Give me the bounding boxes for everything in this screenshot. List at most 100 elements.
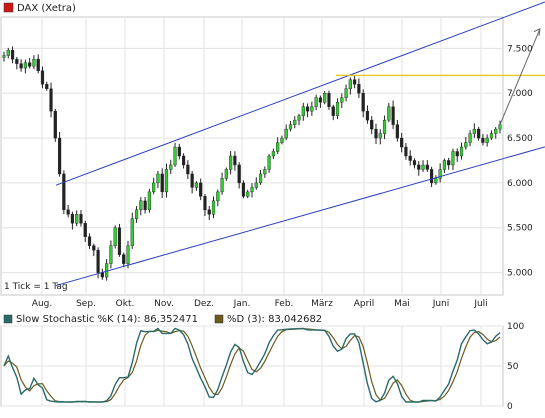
candle xyxy=(429,166,434,188)
candle xyxy=(220,172,224,195)
y-tick-label: 6.500 xyxy=(507,134,533,144)
candle xyxy=(344,84,348,102)
candle xyxy=(126,240,130,269)
candle xyxy=(32,55,36,70)
trend-channel-upper xyxy=(55,1,545,186)
candle xyxy=(23,59,27,74)
stoch-y-tick-label: 100 xyxy=(507,322,524,332)
candle xyxy=(271,148,275,160)
candle xyxy=(365,105,370,124)
candle xyxy=(246,189,250,199)
candle xyxy=(293,116,297,129)
candle xyxy=(335,98,340,120)
x-tick-label: Okt. xyxy=(116,299,135,309)
candle xyxy=(113,225,117,249)
legend-label-k: Slow Stochastic %K (14): 86,352471 xyxy=(16,314,198,325)
candle xyxy=(211,196,216,219)
candle xyxy=(190,170,194,194)
candle xyxy=(237,162,241,189)
y-tick-label: 5.500 xyxy=(507,224,533,234)
candle xyxy=(408,150,412,166)
x-tick-label: April xyxy=(354,299,375,309)
candle xyxy=(301,102,305,121)
candle xyxy=(83,220,87,242)
x-tick-label: Dez. xyxy=(194,299,214,309)
candle xyxy=(374,123,378,144)
candle xyxy=(57,131,62,177)
candle xyxy=(164,163,169,198)
candle xyxy=(447,157,451,170)
candle xyxy=(421,160,425,172)
candle xyxy=(258,169,263,185)
candle xyxy=(53,108,57,142)
legend-label-dax: DAX (Xetra) xyxy=(17,3,76,14)
candle xyxy=(378,129,382,145)
stochastic-grid xyxy=(1,325,503,407)
candle xyxy=(451,148,455,171)
candle xyxy=(310,101,314,116)
candle xyxy=(323,91,327,105)
candle xyxy=(28,57,32,69)
candle xyxy=(318,95,323,108)
candle xyxy=(489,130,494,140)
candle xyxy=(370,116,374,135)
candle xyxy=(288,121,293,132)
candle xyxy=(468,130,472,147)
candle xyxy=(387,102,391,123)
candle xyxy=(177,143,181,160)
candle xyxy=(130,212,134,249)
stochastic-k-line xyxy=(3,327,501,403)
legend-label-d: %D (3): 83,042682 xyxy=(227,314,322,325)
x-tick-label: Juli xyxy=(473,299,487,309)
candle xyxy=(357,78,361,99)
y-tick-label: 5.000 xyxy=(507,269,533,279)
price-candles xyxy=(2,46,502,281)
candle xyxy=(305,103,310,118)
candle xyxy=(250,183,254,198)
candle xyxy=(280,135,284,145)
candle xyxy=(400,132,404,153)
y-tick-label: 7.000 xyxy=(507,89,533,99)
candle xyxy=(412,158,417,169)
candle xyxy=(327,90,331,110)
price-panel xyxy=(0,16,504,296)
candle xyxy=(348,77,352,95)
candle xyxy=(224,167,228,181)
y-tick-label: 7.500 xyxy=(507,44,533,54)
candle xyxy=(477,126,481,141)
candle xyxy=(391,100,395,129)
candle xyxy=(472,123,476,138)
candle xyxy=(173,142,177,167)
candle xyxy=(147,188,151,213)
candle xyxy=(314,94,318,111)
stoch-y-tick-label: 0 xyxy=(507,402,513,412)
candle xyxy=(263,166,267,178)
candle xyxy=(2,51,6,62)
price-y-ticks: 5.000 5.500 6.000 6.500 7.000 7.500 xyxy=(507,44,533,278)
candle xyxy=(297,113,301,126)
candle xyxy=(395,119,399,142)
candle xyxy=(207,205,211,220)
candle xyxy=(122,252,126,268)
candle xyxy=(109,240,113,269)
candle xyxy=(340,93,344,109)
candle xyxy=(276,137,280,154)
candle xyxy=(6,47,10,59)
candle xyxy=(254,177,258,190)
stoch-y-tick-label: 50 xyxy=(507,362,519,372)
candle xyxy=(284,124,288,141)
candle xyxy=(117,223,122,257)
candle xyxy=(434,175,438,185)
candle xyxy=(156,170,160,189)
candle xyxy=(382,115,387,140)
candle xyxy=(203,194,207,217)
x-tick-label: Nov. xyxy=(154,299,174,309)
candle xyxy=(186,160,190,180)
projection-arrowhead xyxy=(533,28,541,36)
candle xyxy=(70,211,75,230)
candle xyxy=(75,210,79,227)
candle xyxy=(464,137,468,150)
candle xyxy=(19,59,23,72)
candle xyxy=(49,82,53,118)
